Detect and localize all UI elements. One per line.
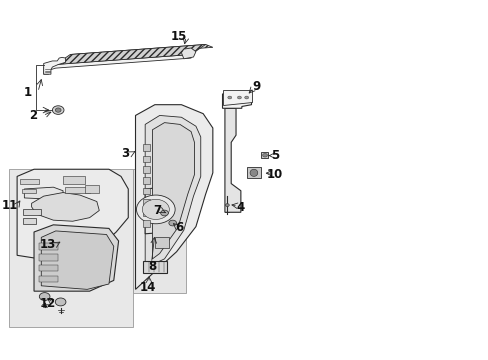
Polygon shape — [24, 187, 63, 200]
Bar — [133, 169, 186, 293]
Polygon shape — [43, 57, 65, 74]
Polygon shape — [246, 167, 261, 178]
Polygon shape — [181, 48, 196, 59]
Polygon shape — [142, 144, 150, 151]
Bar — [39, 254, 58, 261]
Text: 6: 6 — [175, 221, 183, 234]
Polygon shape — [142, 199, 150, 205]
Text: 12: 12 — [40, 297, 56, 310]
Polygon shape — [224, 108, 241, 212]
Polygon shape — [34, 225, 119, 291]
Text: 13: 13 — [40, 238, 56, 251]
Polygon shape — [17, 169, 128, 262]
Circle shape — [55, 108, 61, 112]
Circle shape — [262, 153, 267, 157]
Polygon shape — [70, 44, 212, 57]
Bar — [22, 189, 37, 193]
Circle shape — [244, 96, 248, 99]
Polygon shape — [142, 177, 150, 184]
Polygon shape — [142, 166, 150, 173]
Text: 7: 7 — [153, 204, 162, 217]
Text: 14: 14 — [139, 281, 156, 294]
Bar — [39, 265, 58, 271]
Text: 1: 1 — [24, 86, 32, 99]
Bar — [65, 187, 89, 193]
Circle shape — [55, 298, 66, 306]
Polygon shape — [23, 218, 37, 224]
Polygon shape — [23, 209, 41, 215]
Polygon shape — [222, 94, 251, 108]
Polygon shape — [32, 193, 99, 221]
Circle shape — [52, 106, 64, 114]
Polygon shape — [142, 188, 150, 194]
Bar — [63, 176, 84, 184]
Circle shape — [142, 199, 169, 220]
Ellipse shape — [249, 169, 257, 176]
Circle shape — [225, 204, 229, 207]
Circle shape — [136, 195, 175, 224]
Polygon shape — [142, 220, 150, 226]
Text: 15: 15 — [170, 30, 187, 43]
Bar — [9, 169, 133, 327]
Bar — [84, 185, 99, 193]
Polygon shape — [222, 90, 251, 105]
Polygon shape — [155, 237, 169, 248]
Bar — [39, 276, 58, 282]
Circle shape — [227, 96, 231, 99]
Bar — [20, 179, 39, 184]
Text: 9: 9 — [252, 80, 260, 93]
Polygon shape — [142, 156, 150, 162]
Text: 3: 3 — [121, 147, 129, 159]
Text: 10: 10 — [266, 168, 282, 181]
Text: 4: 4 — [236, 202, 244, 215]
Text: 5: 5 — [270, 149, 278, 162]
Polygon shape — [41, 231, 114, 289]
Circle shape — [161, 210, 168, 216]
Text: 11: 11 — [2, 199, 18, 212]
Polygon shape — [135, 105, 212, 289]
Bar — [39, 243, 58, 250]
Text: 8: 8 — [148, 260, 156, 273]
Polygon shape — [152, 123, 194, 259]
Text: 2: 2 — [29, 109, 37, 122]
Polygon shape — [261, 152, 268, 158]
Circle shape — [168, 220, 176, 226]
Polygon shape — [56, 44, 205, 64]
Circle shape — [39, 293, 50, 301]
Polygon shape — [145, 116, 201, 268]
Circle shape — [143, 201, 167, 219]
Polygon shape — [142, 261, 166, 273]
Polygon shape — [142, 210, 150, 216]
Polygon shape — [43, 54, 191, 74]
Circle shape — [237, 96, 241, 99]
Polygon shape — [145, 187, 169, 234]
